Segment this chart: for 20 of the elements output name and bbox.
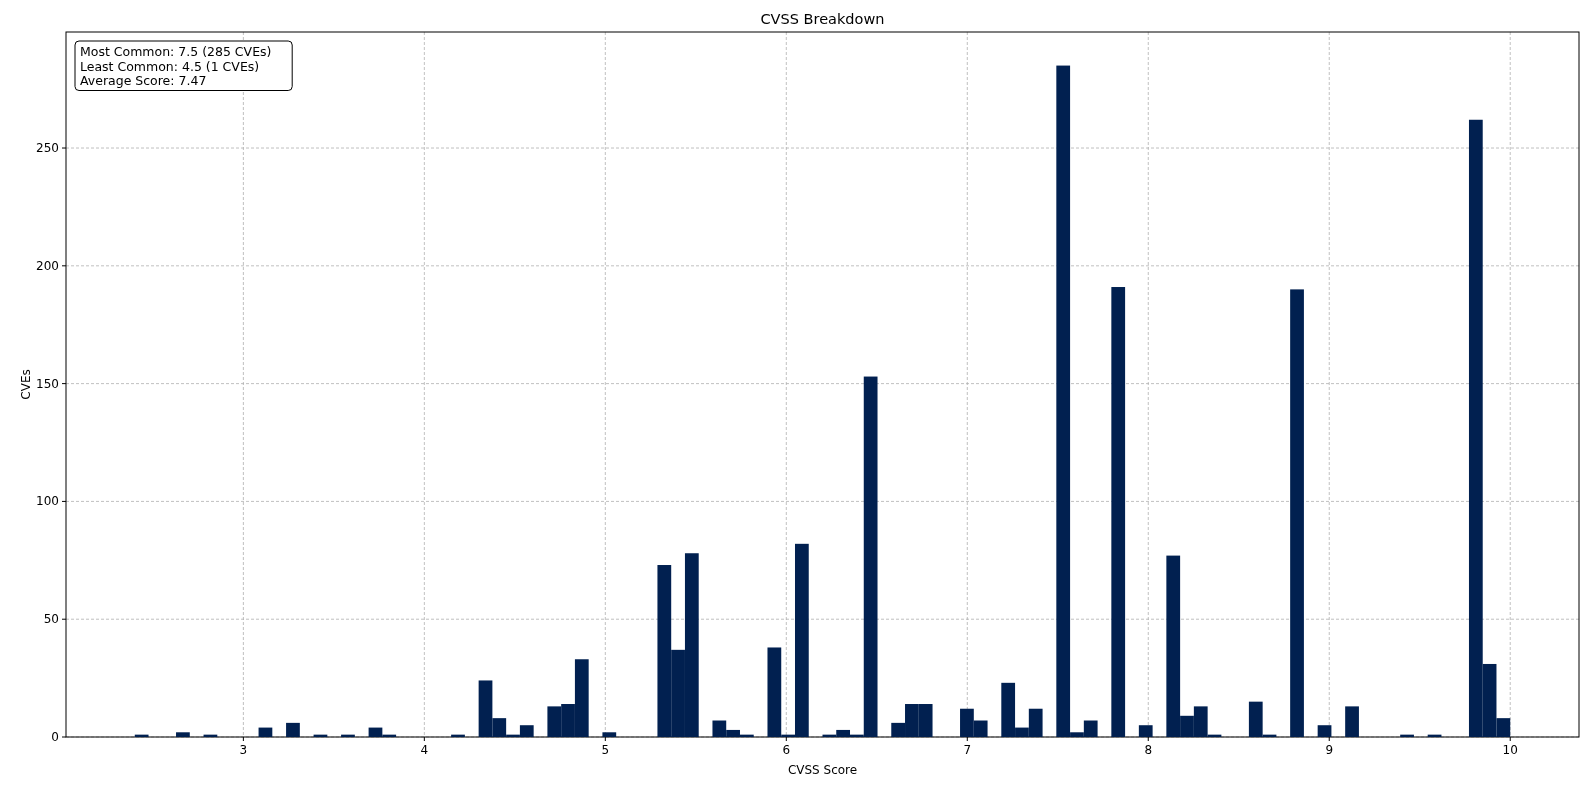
y-tick-label: 100 (36, 494, 59, 509)
annotation: Least Common: 4.5 (1 CVEs) (80, 58, 260, 74)
y-tick-label: 0 (51, 730, 59, 744)
x-tick-label: 4 (420, 743, 429, 757)
x-tick-label: 3 (239, 743, 248, 757)
x-tick-label: 6 (782, 743, 791, 757)
x-axis-title: CVSS Score (787, 763, 858, 777)
y-tick-label: 50 (43, 612, 59, 627)
x-tick-label: 8 (1144, 743, 1153, 757)
annotation: Most Common: 7.5 (285 CVEs) (80, 44, 272, 59)
y-tick-label: 200 (36, 258, 59, 273)
y-tick-label: 150 (36, 376, 59, 391)
x-tick-label: 10 (1502, 743, 1518, 757)
y-axis-title: CVEs (19, 369, 33, 400)
x-tick-label: 5 (601, 743, 610, 757)
annotation: Average Score: 7.47 (80, 73, 207, 88)
x-tick-label: 9 (1325, 743, 1334, 757)
y-tick-label: 250 (36, 141, 59, 156)
x-tick-label: 7 (963, 743, 972, 757)
chart-title: CVSS Breakdown (760, 11, 885, 27)
